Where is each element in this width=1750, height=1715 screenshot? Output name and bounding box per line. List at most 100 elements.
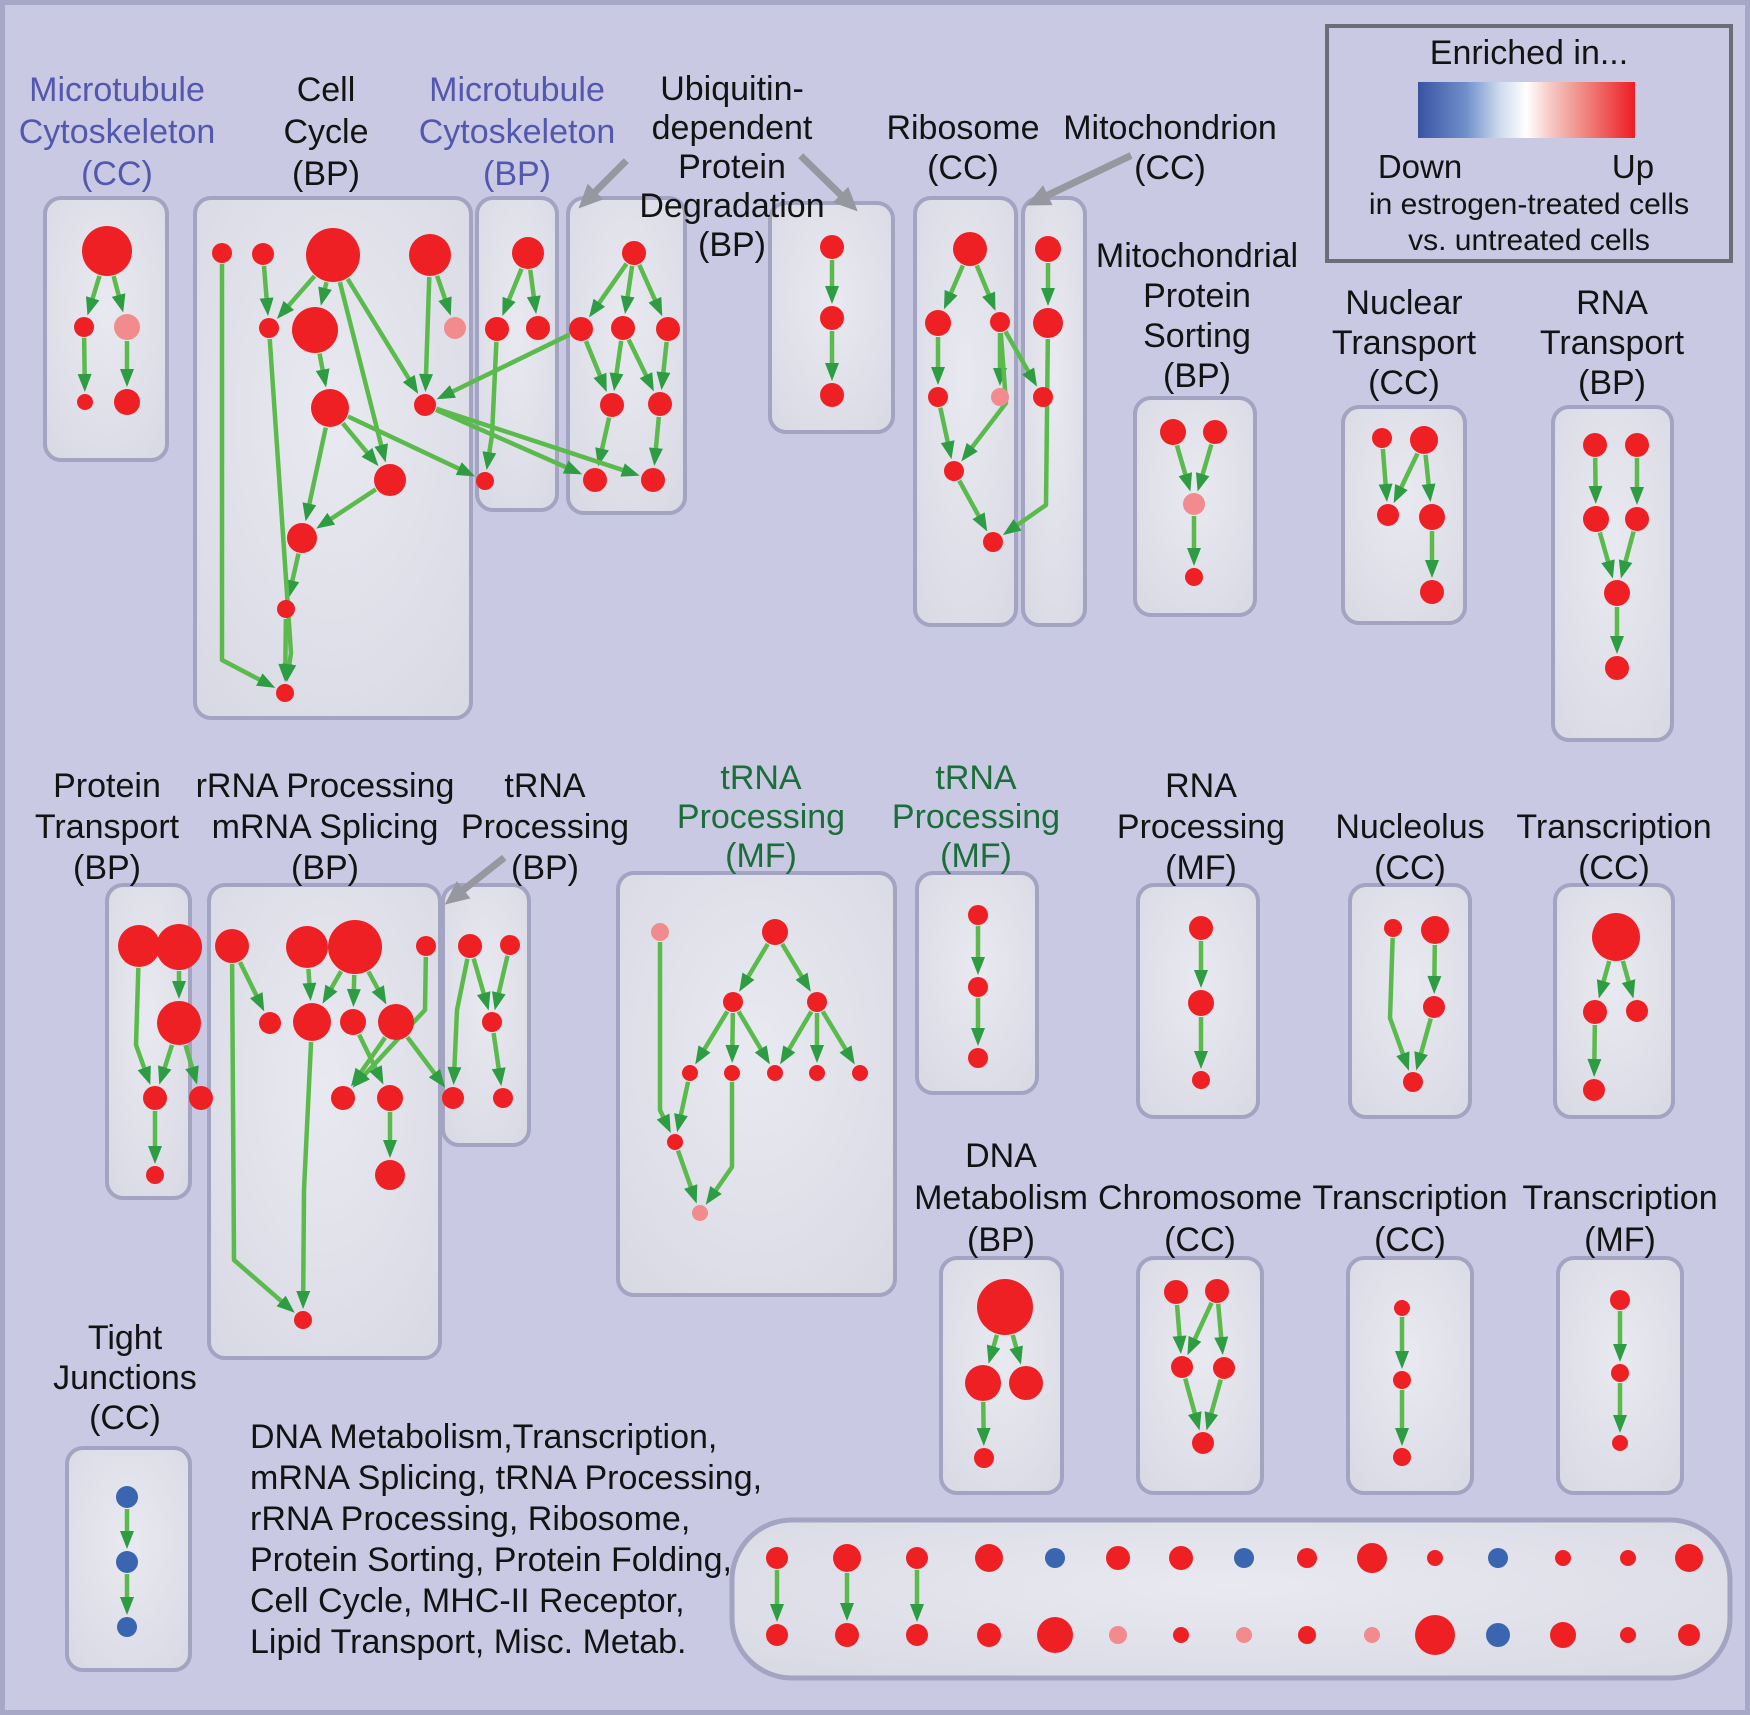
label-pointer-arrow-3-head: [444, 881, 471, 905]
go-term-node-transcription-mf-0: [1610, 1290, 1630, 1310]
edge-nuclear-transport: [1380, 448, 1389, 488]
go-term-node-trna-bp-4: [493, 1088, 513, 1108]
go-term-node-ubiquitin-2-1: [820, 306, 844, 330]
edge-trna-mf-1-head: [684, 1184, 698, 1204]
edge-ubiquitin-1: [583, 340, 604, 379]
edge-microtubule-cc-head: [111, 293, 126, 313]
go-term-node-chromosome-0: [1164, 1280, 1188, 1304]
edge-trna-bp: [452, 958, 470, 1071]
edge-ribosome: [974, 264, 992, 298]
go-term-node-cell-cycle-1: [252, 243, 274, 265]
edge-rrna-mrna: [361, 956, 429, 1079]
edge-cell-cycle-head: [259, 297, 274, 317]
edge-rrna-mrna-head: [250, 992, 265, 1012]
go-term-node-rna-transport-3: [1625, 507, 1649, 531]
edge-rna-processing-head: [1194, 1051, 1208, 1069]
go-term-node-trna-bp-2: [482, 1012, 502, 1032]
go-term-node-rna-transport-2: [1583, 506, 1609, 532]
edge-transcription-cc-2-head: [1395, 1428, 1409, 1446]
edge-mito-sorting: [1174, 444, 1189, 478]
edge-rrna-mrna-head: [369, 1065, 384, 1085]
go-term-node-cell-cycle-7: [311, 389, 349, 427]
cluster-label-line: (CC): [1374, 1221, 1446, 1259]
edge-nucleolus-head: [1427, 975, 1442, 995]
cross-edge-rrna-mrna-to-trna-bp-head: [428, 1069, 446, 1088]
go-term-node-ubiquitin-1-6: [583, 468, 607, 492]
cluster-label-line: (BP): [73, 849, 141, 887]
edge-rrna-mrna: [327, 970, 344, 992]
band-node-top-1: [833, 1544, 861, 1572]
cluster-label-line: rRNA Processing: [196, 767, 455, 805]
cluster-label-line: Cytoskeleton: [419, 113, 616, 151]
edge-trna-bp: [495, 955, 510, 997]
cluster-label-line: (BP): [967, 1221, 1035, 1259]
edge-protein-transport: [133, 967, 148, 1072]
cluster-label-line: Degradation: [639, 187, 824, 225]
cluster-label-chromosome: Chromosome (CC): [1098, 1179, 1302, 1259]
cluster-label-rna-transport: RNA Transport (BP): [1540, 284, 1685, 402]
edge-microtubule-cc-head: [120, 369, 134, 387]
edge-transcription-cc-1: [1600, 960, 1612, 985]
label-pointer-arrow-2-head: [1026, 185, 1053, 206]
edge-ubiquitin-1: [624, 265, 635, 300]
edge-rrna-mrna-head: [383, 1140, 397, 1158]
go-term-node-ubiquitin-1-2: [611, 316, 635, 340]
edge-nuclear-transport-head: [1378, 483, 1393, 503]
edge-nuclear-transport-head: [1425, 560, 1439, 578]
edge-ubiquitin-1: [653, 416, 662, 452]
go-term-node-microtubule-bp-2: [526, 316, 550, 340]
go-term-node-trna-bp-3: [442, 1087, 464, 1109]
cluster-box-transcription-cc-2: [1346, 1256, 1474, 1495]
edge-rrna-mrna-head: [322, 984, 338, 1004]
edge-microtubule-bp-head: [482, 451, 497, 471]
go-term-node-chromosome-3: [1213, 1357, 1235, 1379]
go-term-node-chromosome-1: [1205, 1279, 1229, 1303]
go-term-node-dna-metabolism-1: [965, 1365, 1001, 1401]
edge-trna-bp-head: [491, 1067, 506, 1087]
edge-ribosome-head: [940, 440, 955, 460]
edge-chromosome: [1208, 1378, 1223, 1417]
edge-cell-cycle: [289, 553, 301, 585]
go-term-node-trna-mf-1-7: [809, 1065, 825, 1081]
edge-cell-cycle: [219, 264, 264, 683]
edge-ribosome-head: [931, 367, 945, 385]
edge-chromosome: [1183, 1377, 1198, 1417]
edge-cell-cycle-head: [256, 673, 276, 688]
edge-ribosome-head: [961, 442, 978, 462]
cluster-label-line: Transport: [1332, 324, 1477, 362]
band-node-bottom-13: [1620, 1627, 1636, 1643]
band-node-top-14: [1675, 1544, 1703, 1572]
edge-trna-mf-1: [780, 942, 806, 981]
cluster-label-line: (CC): [1374, 849, 1446, 887]
cluster-label-line: Cytoskeleton: [19, 113, 216, 151]
edge-trna-mf-2-head: [971, 1028, 985, 1046]
cluster-label-nucleolus: Nucleolus (CC): [1335, 808, 1484, 887]
edge-trna-mf-1: [657, 942, 667, 1121]
go-term-node-ubiquitin-1-4: [600, 393, 624, 417]
go-term-node-rrna-mrna-4: [259, 1012, 281, 1034]
edge-transcription-cc-1-head: [1621, 979, 1636, 999]
cluster-label-line: (CC): [1368, 364, 1440, 402]
edge-mito-sorting-head: [1187, 548, 1201, 566]
go-term-node-trna-mf-1-3: [807, 992, 827, 1012]
network-canvas: Microtubule Cytoskeleton (CC) Cell Cycle (BP)…: [19, 70, 1733, 1681]
edge-trna-mf-1: [678, 1081, 691, 1119]
cross-edge-cell-cycle-to-ubiquitin-1: [435, 407, 570, 471]
edge-trna-bp-head: [476, 991, 491, 1011]
go-term-node-transcription-cc-2-1: [1393, 1371, 1411, 1389]
band-node-top-0: [766, 1547, 788, 1569]
cluster-label-line: Cycle: [283, 113, 368, 151]
go-term-node-rrna-mrna-10: [375, 1160, 405, 1190]
edge-chromosome: [1174, 1304, 1183, 1340]
edge-dna-metabolism-head: [976, 1427, 991, 1447]
go-term-node-rrna-mrna-9: [377, 1085, 403, 1111]
edge-ribosome: [947, 264, 965, 297]
legend-gradient-bar: [1418, 82, 1635, 138]
edge-cell-cycle: [345, 277, 413, 383]
cluster-label-line: DNA: [965, 1137, 1037, 1175]
edge-nucleolus: [1387, 937, 1406, 1058]
edge-rrna-mrna: [229, 963, 285, 1305]
cluster-box-mitochondrion: [1021, 196, 1087, 627]
go-term-node-nucleolus-0: [1384, 919, 1402, 937]
go-term-node-rrna-mrna-1: [286, 926, 328, 968]
